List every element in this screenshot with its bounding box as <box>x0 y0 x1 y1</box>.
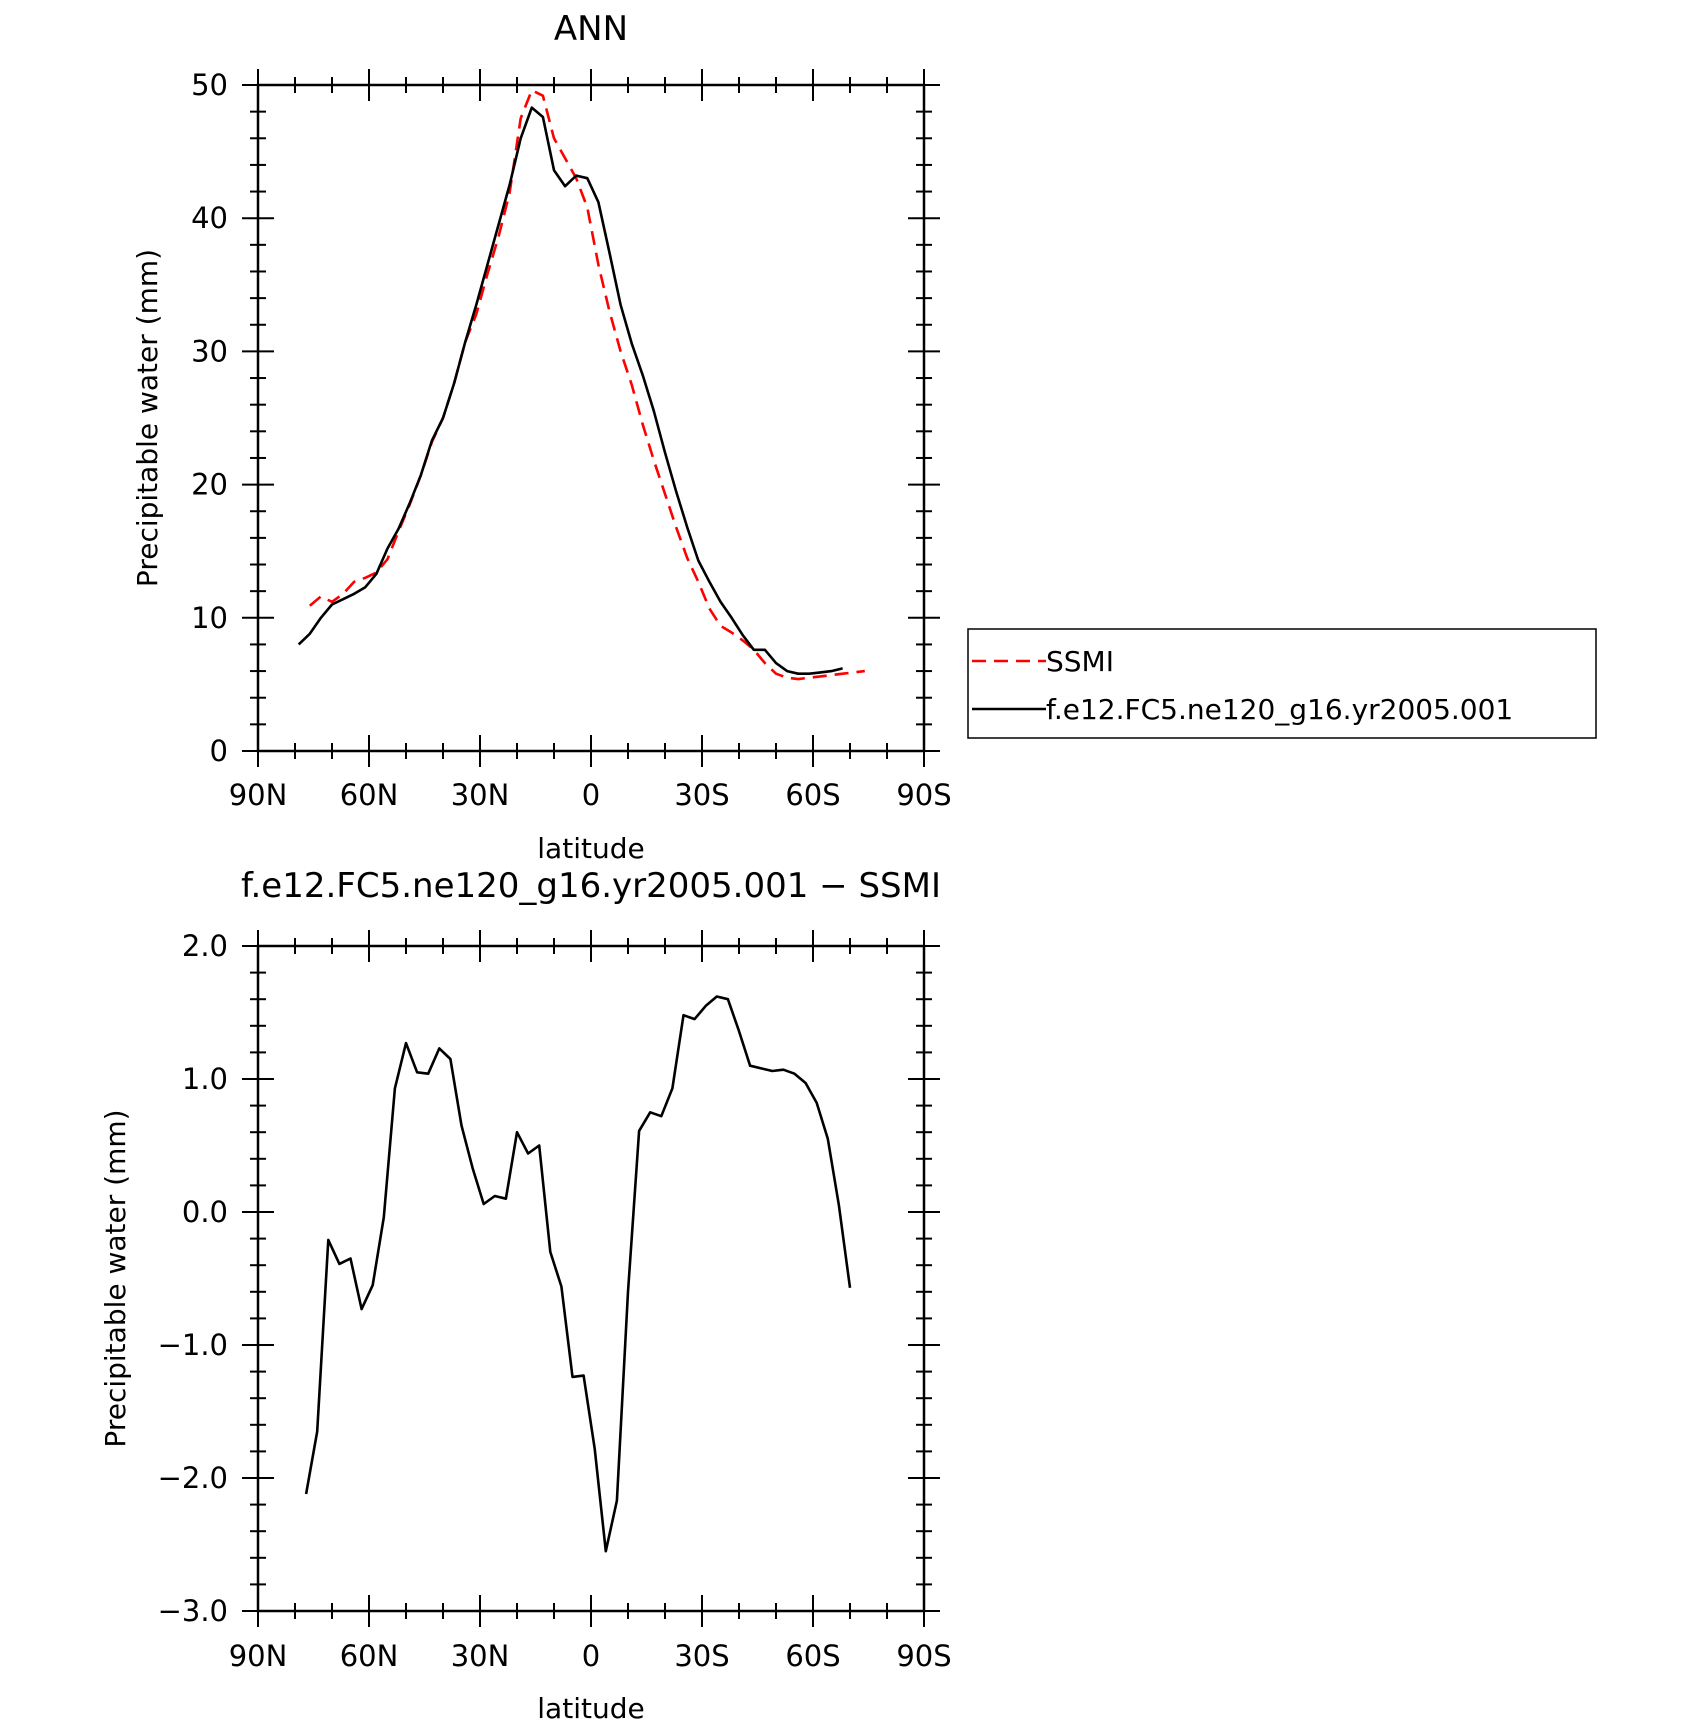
x-tick-label: 60S <box>785 1639 840 1673</box>
x-tick-label: 30N <box>451 1639 510 1673</box>
chart-title: ANN <box>554 9 628 49</box>
y-tick-label: 0 <box>210 734 228 768</box>
x-tick-label: 60N <box>340 778 399 812</box>
y-tick-label: −3.0 <box>158 1594 228 1628</box>
bottom-panel: f.e12.FC5.ne120_g16.yr2005.001 − SSMI −3.… <box>99 866 952 1725</box>
x-axis-label: latitude <box>537 832 644 865</box>
x-tick-label: 30N <box>451 778 510 812</box>
x-tick-label: 30S <box>674 1639 729 1673</box>
legend-box <box>967 628 1597 739</box>
legend: SSMI f.e12.FC5.ne120_g16.yr2005.001 <box>967 628 1597 739</box>
y-axis-label: Precipitable water (mm) <box>131 249 164 587</box>
series-line-0 <box>304 995 852 1553</box>
y-tick-label: −2.0 <box>158 1461 228 1495</box>
x-tick-label: 90S <box>896 1639 951 1673</box>
y-tick-label: −1.0 <box>158 1328 228 1362</box>
x-tick-label: 0 <box>582 1639 600 1673</box>
y-tick-label: 2.0 <box>182 929 228 963</box>
y-tick-label: 1.0 <box>182 1062 228 1096</box>
y-tick-label: 0.0 <box>182 1195 228 1229</box>
x-tick-label: 90S <box>896 778 951 812</box>
x-tick-label: 60N <box>340 1639 399 1673</box>
y-tick-label: 20 <box>191 468 228 502</box>
legend-label: f.e12.FC5.ne120_g16.yr2005.001 <box>1046 693 1513 726</box>
y-tick-label: 40 <box>191 201 228 235</box>
chart-title: f.e12.FC5.ne120_g16.yr2005.001 − SSMI <box>241 866 941 906</box>
y-tick-label: 10 <box>191 601 228 635</box>
x-axis-label: latitude <box>537 1692 644 1725</box>
y-tick-label: 30 <box>191 334 228 368</box>
x-tick-label: 60S <box>785 778 840 812</box>
legend-label: SSMI <box>1046 645 1114 678</box>
x-tick-label: 30S <box>674 778 729 812</box>
x-tick-label: 0 <box>582 778 600 812</box>
x-tick-label: 90N <box>229 1639 288 1673</box>
y-axis-label: Precipitable water (mm) <box>99 1109 132 1447</box>
y-tick-label: 50 <box>191 68 228 102</box>
series-line-1 <box>297 106 843 676</box>
x-tick-label: 90N <box>229 778 288 812</box>
top-panel: ANN 0 10 20 30 40 50 90N 60N 30N 0 30S 60S 90S latitud… <box>131 9 952 865</box>
